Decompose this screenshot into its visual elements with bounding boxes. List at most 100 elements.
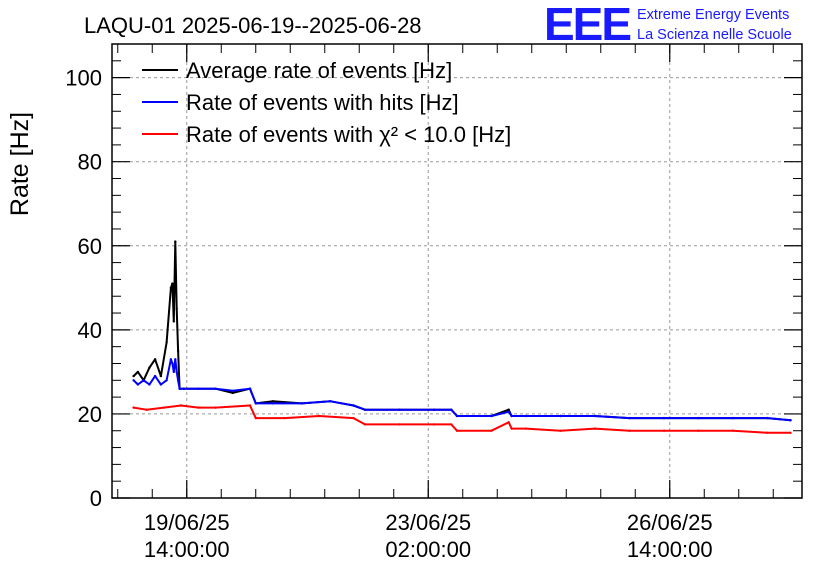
data-point [510, 414, 513, 418]
data-point [731, 429, 735, 432]
data-point [352, 416, 355, 420]
data-point [697, 416, 700, 420]
data-point [175, 307, 178, 310]
x-tick-label-time: 14:00:00 [627, 537, 713, 562]
data-point [317, 414, 321, 418]
data-point [662, 429, 666, 432]
data-point [148, 383, 151, 386]
x-tick-label-time: 14:00:00 [144, 537, 230, 562]
data-point [174, 240, 177, 243]
data-point [766, 431, 769, 434]
data-point [507, 410, 510, 413]
data-point [628, 429, 631, 432]
y-tick-label: 80 [78, 150, 102, 175]
data-point [176, 379, 180, 382]
data-point [662, 416, 666, 420]
data-point [432, 423, 436, 426]
data-point [450, 408, 453, 411]
data-point [132, 406, 135, 409]
data-point [697, 429, 700, 432]
data-point [455, 429, 459, 432]
data-point [363, 423, 367, 426]
data-point [172, 370, 175, 374]
data-point [593, 427, 597, 430]
y-tick-label: 100 [65, 66, 102, 91]
data-point [731, 416, 735, 420]
data-point [363, 408, 367, 411]
eee-logo-line1: Extreme Energy Events [637, 7, 789, 23]
data-point [593, 414, 597, 418]
x-tick-label-date: 23/06/25 [385, 510, 471, 535]
data-point [432, 408, 436, 411]
data-point [142, 379, 145, 382]
legend-label-hits: Rate of events with hits [Hz] [186, 90, 459, 115]
data-point [455, 414, 459, 418]
data-point [136, 383, 140, 386]
data-point [271, 400, 275, 403]
x-tick-label-time: 02:00:00 [385, 537, 471, 562]
x-tick-label-date: 19/06/25 [144, 510, 230, 535]
data-point [179, 404, 183, 407]
data-point [254, 402, 257, 405]
data-point [172, 320, 175, 323]
series-hits-rate-line [132, 358, 791, 422]
data-point [329, 400, 332, 403]
legend-label-average: Average rate of events [Hz] [186, 58, 452, 83]
axes: 02040608010019/06/2514:00:0023/06/2502:0… [65, 43, 802, 562]
data-point [490, 414, 493, 418]
data-point [171, 362, 174, 365]
data-point [524, 427, 528, 430]
data-point [169, 286, 173, 289]
data-point [490, 429, 493, 432]
data-point [171, 282, 174, 285]
data-point [231, 389, 234, 392]
data-point [398, 423, 401, 426]
data-point [300, 402, 303, 405]
data-point [176, 349, 180, 353]
x-tick-label-date: 26/06/25 [627, 510, 713, 535]
eee-logo: EEE Extreme Energy Events La Scienza nel… [544, 0, 792, 50]
eee-logo-mark: EEE [544, 0, 630, 50]
data-point [789, 431, 792, 434]
data-point [159, 383, 163, 386]
data-point [352, 404, 355, 407]
data-point [153, 358, 157, 361]
data-point [214, 406, 217, 409]
data-point [789, 419, 792, 422]
series-chi2-rate-line [133, 404, 791, 434]
data-point [766, 416, 769, 420]
data-point [628, 416, 631, 420]
legend-label-chi2: Rate of events with χ² < 10.0 [Hz] [186, 122, 511, 147]
data-point [559, 414, 562, 418]
y-tick-label: 40 [78, 318, 102, 343]
data-point [283, 416, 286, 420]
data-point [398, 408, 401, 411]
data-point [248, 404, 252, 407]
data-point [175, 370, 178, 374]
data-point [559, 429, 562, 432]
data-point [450, 423, 453, 426]
data-point [165, 379, 168, 382]
data-point [248, 387, 252, 390]
data-point [231, 391, 234, 395]
data-point [174, 358, 177, 361]
data-point [254, 416, 257, 420]
data-point [524, 414, 528, 418]
data-point [197, 387, 200, 390]
data-point [162, 406, 165, 409]
eee-logo-line2: La Scienza nelle Scuole [637, 27, 792, 43]
series-layer [132, 240, 792, 434]
y-axis-label: Rate [Hz] [6, 112, 34, 216]
data-point [169, 358, 173, 361]
data-point [136, 370, 140, 374]
data-point [271, 402, 275, 405]
plot-frame [111, 43, 803, 499]
data-point [507, 408, 510, 411]
data-point [182, 387, 186, 390]
data-point [165, 341, 168, 344]
data-point [132, 379, 135, 382]
legend: Average rate of events [Hz] Rate of even… [142, 58, 511, 147]
data-point [178, 387, 181, 390]
data-point [153, 374, 157, 378]
data-point [507, 421, 510, 424]
